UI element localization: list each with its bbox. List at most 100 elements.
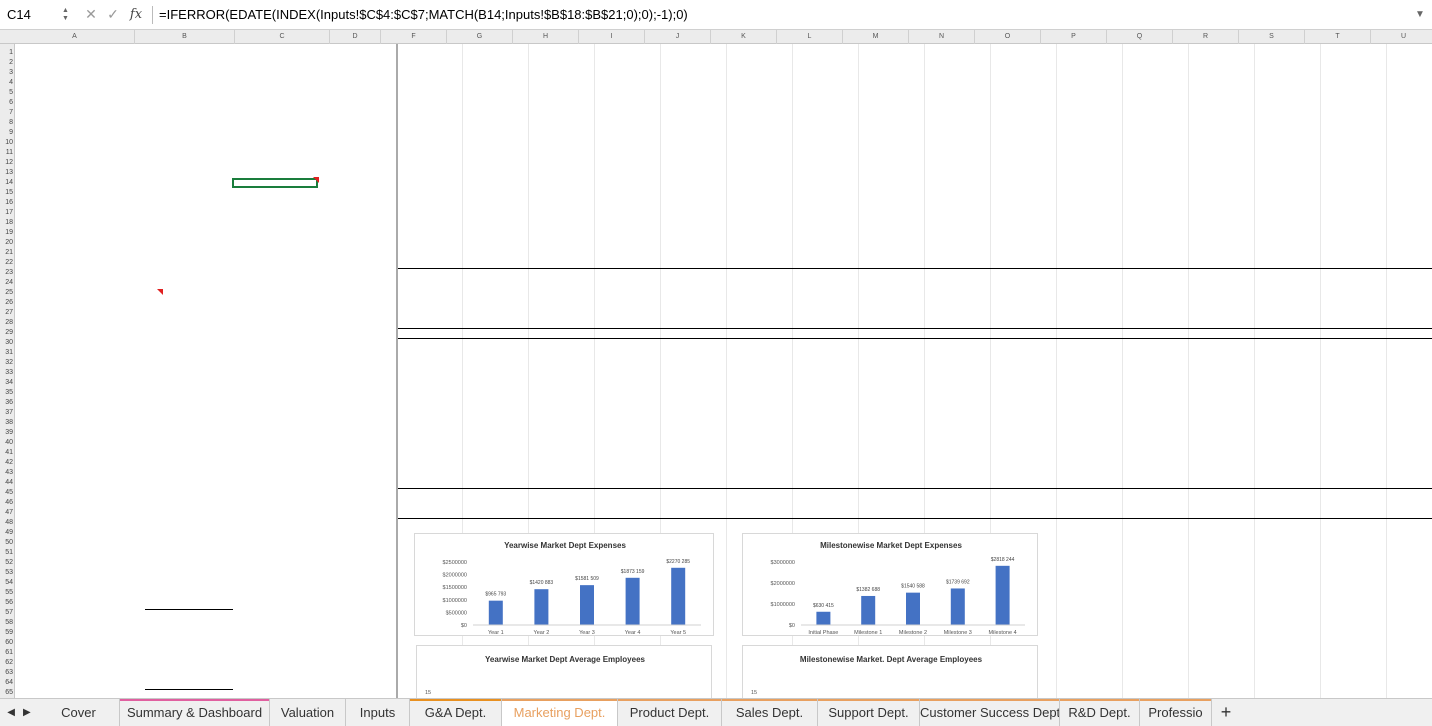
sheet-tab[interactable]: Customer Success Dept. bbox=[920, 698, 1060, 726]
row-header[interactable]: 46 bbox=[5, 499, 13, 506]
row-header[interactable]: 49 bbox=[5, 529, 13, 536]
confirm-icon[interactable]: ✓ bbox=[107, 6, 119, 22]
name-box-stepper-icon[interactable]: ▲ ▼ bbox=[62, 6, 69, 22]
function-icon[interactable]: fx bbox=[129, 7, 143, 22]
row-header[interactable]: 44 bbox=[5, 479, 13, 486]
row-header[interactable]: 2 bbox=[9, 59, 13, 66]
column-header[interactable]: O bbox=[975, 30, 1041, 44]
row-header[interactable]: 50 bbox=[5, 539, 13, 546]
sheet-tab[interactable]: Sales Dept. bbox=[722, 698, 818, 726]
row-header[interactable]: 30 bbox=[5, 339, 13, 346]
next-sheet-icon[interactable]: ▶ bbox=[23, 707, 31, 718]
row-header[interactable]: 4 bbox=[9, 79, 13, 86]
row-header[interactable]: 61 bbox=[5, 649, 13, 656]
row-header[interactable]: 58 bbox=[5, 619, 13, 626]
sheet-tab[interactable]: Support Dept. bbox=[818, 698, 920, 726]
sheet-tab[interactable]: Inputs bbox=[346, 698, 410, 726]
row-header[interactable]: 17 bbox=[5, 209, 13, 216]
employee-chart[interactable]: Milestonewise Market. Dept Average Emplo… bbox=[742, 645, 1038, 698]
row-header[interactable]: 35 bbox=[5, 389, 13, 396]
row-header[interactable]: 10 bbox=[5, 139, 13, 146]
row-header[interactable]: 53 bbox=[5, 569, 13, 576]
formula-input[interactable]: =IFERROR(EDATE(INDEX(Inputs!$C$4:$C$7;MA… bbox=[159, 7, 688, 22]
row-header[interactable]: 3 bbox=[9, 69, 13, 76]
column-header[interactable]: C bbox=[235, 30, 330, 44]
expense-chart[interactable]: Milestonewise Market Dept Expenses $0 $100… bbox=[742, 533, 1038, 636]
row-header[interactable]: 8 bbox=[9, 119, 13, 126]
row-header[interactable]: 40 bbox=[5, 439, 13, 446]
column-header[interactable]: F bbox=[381, 30, 447, 44]
name-box[interactable]: C14 bbox=[7, 7, 31, 22]
row-header[interactable]: 36 bbox=[5, 399, 13, 406]
column-header[interactable]: P bbox=[1041, 30, 1107, 44]
row-header[interactable]: 37 bbox=[5, 409, 13, 416]
row-header[interactable]: 14 bbox=[5, 179, 13, 186]
row-header[interactable]: 9 bbox=[9, 129, 13, 136]
row-header[interactable]: 27 bbox=[5, 309, 13, 316]
row-header[interactable]: 41 bbox=[5, 449, 13, 456]
row-header[interactable]: 24 bbox=[5, 279, 13, 286]
row-header[interactable]: 56 bbox=[5, 599, 13, 606]
column-header[interactable]: J bbox=[645, 30, 711, 44]
column-header[interactable]: G bbox=[447, 30, 513, 44]
row-header[interactable]: 5 bbox=[9, 89, 13, 96]
row-header[interactable]: 16 bbox=[5, 199, 13, 206]
column-header[interactable]: N bbox=[909, 30, 975, 44]
row-header[interactable]: 22 bbox=[5, 259, 13, 266]
row-header[interactable]: 63 bbox=[5, 669, 13, 676]
column-header[interactable]: I bbox=[579, 30, 645, 44]
row-header[interactable]: 57 bbox=[5, 609, 13, 616]
row-header[interactable]: 20 bbox=[5, 239, 13, 246]
row-header[interactable]: 26 bbox=[5, 299, 13, 306]
row-header[interactable]: 23 bbox=[5, 269, 13, 276]
row-header[interactable]: 12 bbox=[5, 159, 13, 166]
row-header[interactable]: 59 bbox=[5, 629, 13, 636]
column-header[interactable]: D bbox=[330, 30, 381, 44]
row-header[interactable]: 7 bbox=[9, 109, 13, 116]
row-header[interactable]: 32 bbox=[5, 359, 13, 366]
employee-chart[interactable]: Yearwise Market Dept Average Employees 15… bbox=[416, 645, 712, 698]
row-header[interactable]: 48 bbox=[5, 519, 13, 526]
prev-sheet-icon[interactable]: ◀ bbox=[7, 707, 15, 718]
sheet-tab[interactable]: Cover bbox=[38, 698, 120, 726]
row-header[interactable]: 62 bbox=[5, 659, 13, 666]
row-header[interactable]: 25 bbox=[5, 289, 13, 296]
row-header[interactable]: 6 bbox=[9, 99, 13, 106]
column-header[interactable]: H bbox=[513, 30, 579, 44]
sheet-grid[interactable]: Yearwise Market Dept Expenses $0 $500000 $1… bbox=[15, 44, 1432, 698]
row-header[interactable]: 33 bbox=[5, 369, 13, 376]
column-header[interactable]: R bbox=[1173, 30, 1239, 44]
add-sheet-button[interactable]: + bbox=[1220, 702, 1232, 722]
row-header[interactable]: 29 bbox=[5, 329, 13, 336]
row-header[interactable]: 64 bbox=[5, 679, 13, 686]
expand-formula-icon[interactable]: ▼ bbox=[1415, 9, 1425, 20]
row-header[interactable]: 34 bbox=[5, 379, 13, 386]
cancel-icon[interactable]: ✕ bbox=[85, 6, 97, 22]
row-header[interactable]: 11 bbox=[5, 149, 13, 156]
expense-chart[interactable]: Yearwise Market Dept Expenses $0 $500000 $1… bbox=[414, 533, 714, 636]
sheet-tab[interactable]: Marketing Dept. bbox=[502, 698, 618, 726]
column-header[interactable]: L bbox=[777, 30, 843, 44]
sheet-tab[interactable]: Summary & Dashboard bbox=[120, 698, 270, 726]
column-header[interactable]: M bbox=[843, 30, 909, 44]
sheet-tab[interactable]: G&A Dept. bbox=[410, 698, 502, 726]
row-header[interactable]: 31 bbox=[5, 349, 13, 356]
column-header[interactable]: B bbox=[135, 30, 235, 44]
row-header[interactable]: 19 bbox=[5, 229, 13, 236]
row-header[interactable]: 52 bbox=[5, 559, 13, 566]
row-header[interactable]: 54 bbox=[5, 579, 13, 586]
row-header[interactable]: 18 bbox=[5, 219, 13, 226]
column-header[interactable]: A bbox=[15, 30, 135, 44]
row-header[interactable]: 45 bbox=[5, 489, 13, 496]
row-header[interactable]: 51 bbox=[5, 549, 13, 556]
row-header[interactable]: 21 bbox=[5, 249, 13, 256]
column-header[interactable]: K bbox=[711, 30, 777, 44]
row-header[interactable]: 38 bbox=[5, 419, 13, 426]
column-header[interactable]: Q bbox=[1107, 30, 1173, 44]
row-header[interactable]: 1 bbox=[9, 49, 13, 56]
column-header[interactable]: T bbox=[1305, 30, 1371, 44]
sheet-tab[interactable]: Professio bbox=[1140, 698, 1212, 726]
row-header[interactable]: 47 bbox=[5, 509, 13, 516]
row-header[interactable]: 13 bbox=[5, 169, 13, 176]
selected-cell[interactable] bbox=[232, 178, 318, 188]
